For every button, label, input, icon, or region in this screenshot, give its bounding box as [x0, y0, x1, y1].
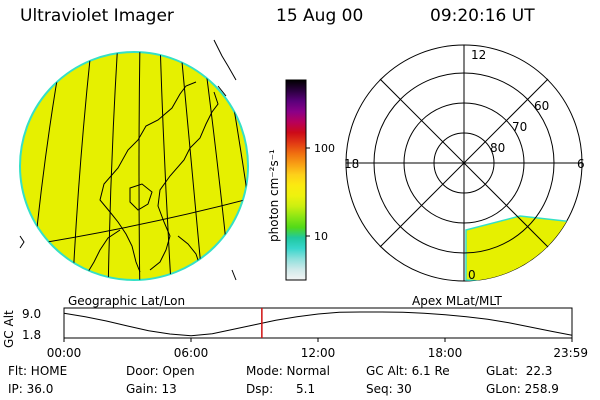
geo-panel-label: Geographic Lat/Lon — [68, 294, 185, 308]
polar-auroral-fill — [465, 215, 575, 281]
x-tick-label: 18:00 — [428, 346, 463, 360]
x-tick-label: 12:00 — [301, 346, 336, 360]
limb-coast-marks — [19, 39, 237, 281]
glon-info: GLon: 258.9 — [486, 382, 559, 396]
x-tick-label: 00:00 — [47, 346, 82, 360]
mode-info: Mode: Normal — [246, 364, 330, 378]
sequence-info: Seq: 30 — [366, 382, 412, 396]
flight-info: Flt: HOME — [8, 364, 68, 378]
polar-dial — [345, 44, 583, 282]
x-tick-label: 23:59 — [553, 346, 588, 360]
door-info: Door: Open — [126, 364, 195, 378]
colorbar-units-label: photon cm⁻²s⁻¹ — [267, 149, 281, 242]
display-info: Dsp: 5.1 — [246, 382, 316, 396]
observation-date: 15 Aug 00 — [276, 6, 364, 26]
altitude-plot-frame — [63, 307, 573, 339]
altitude-strip-chart — [63, 307, 573, 339]
mlat-label-70: 70 — [512, 120, 527, 134]
colorbar — [285, 79, 307, 281]
y-axis-label: GC Alt — [2, 310, 16, 348]
altitude-series-line — [63, 311, 573, 337]
glat-info: GLat: 22.3 — [486, 364, 553, 378]
mlt-label-left: 18 — [344, 157, 359, 171]
gain-info: Gain: 13 — [126, 382, 177, 396]
mlat-label-60: 60 — [534, 99, 549, 113]
x-tick-label: 06:00 — [174, 346, 209, 360]
colorbar-tick-100: 100 — [314, 142, 335, 155]
y-tick-1-8: 1.8 — [22, 328, 41, 342]
x-tick-group: 00:00 06:00 12:00 18:00 23:59 — [47, 338, 588, 360]
image-title: Ultraviolet Imager — [20, 6, 174, 26]
colorbar-tick-10: 10 — [314, 230, 328, 243]
gc-altitude-info: GC Alt: 6.1 Re — [366, 364, 450, 378]
polar-panel-label: Apex MLat/MLT — [412, 294, 502, 308]
mlat-label-80: 80 — [490, 141, 505, 155]
y-tick-9: 9.0 — [22, 307, 41, 321]
mlt-label-right: 6 — [577, 157, 585, 171]
uv-image-disc — [19, 51, 249, 281]
mlt-label-bottom: 0 — [468, 268, 476, 282]
geographic-grid — [20, 52, 248, 280]
mlt-label-top: 12 — [471, 48, 486, 62]
ip-info: IP: 36.0 — [8, 382, 54, 396]
observation-time: 09:20:16 UT — [430, 6, 535, 26]
coastline-outline — [23, 81, 219, 273]
